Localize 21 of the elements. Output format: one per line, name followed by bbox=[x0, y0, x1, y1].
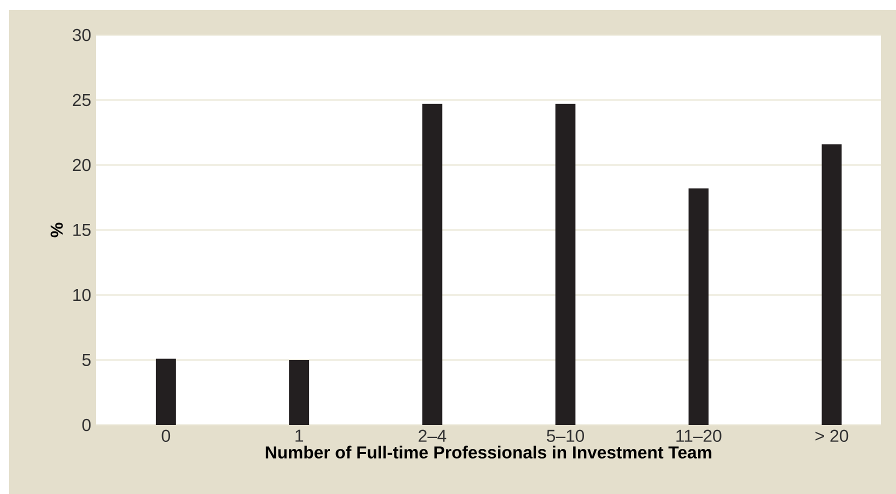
y-tick-label: 30 bbox=[72, 28, 91, 42]
bar bbox=[555, 104, 576, 425]
x-tick-label: 5–10 bbox=[546, 430, 584, 442]
y-tick-label: 5 bbox=[82, 354, 91, 366]
x-tick-label: > 20 bbox=[815, 430, 848, 442]
x-tick-label: 0 bbox=[162, 430, 170, 442]
x-axis-title: Number of Full-time Professionals in Investment Team bbox=[266, 446, 712, 459]
bar bbox=[822, 144, 842, 425]
y-tick-label: 20 bbox=[72, 158, 91, 172]
x-tick-label: 1 bbox=[296, 430, 304, 442]
y-axis-title: % bbox=[50, 222, 63, 238]
y-tick-label: 25 bbox=[72, 94, 91, 106]
x-tick-label: 11–20 bbox=[676, 430, 722, 442]
bar bbox=[289, 360, 310, 425]
y-tick-label: 0 bbox=[82, 418, 91, 432]
bar bbox=[156, 358, 176, 425]
y-tick-label: 15 bbox=[73, 224, 91, 236]
bar bbox=[688, 188, 709, 425]
bar bbox=[422, 104, 442, 425]
x-tick-label: 2–4 bbox=[418, 430, 446, 442]
y-tick-label: 10 bbox=[73, 288, 91, 302]
